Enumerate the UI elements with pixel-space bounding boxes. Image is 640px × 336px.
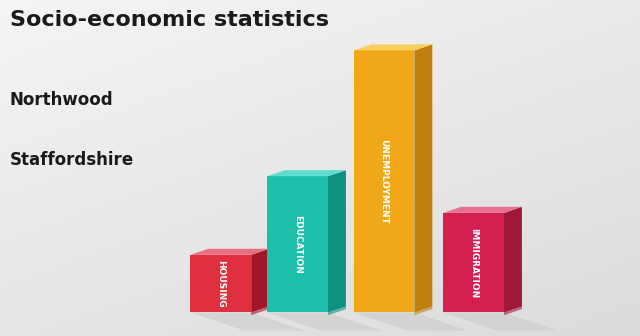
- Polygon shape: [354, 44, 433, 50]
- Polygon shape: [354, 50, 415, 312]
- Polygon shape: [443, 213, 504, 312]
- Polygon shape: [251, 249, 269, 312]
- Text: HOUSING: HOUSING: [216, 260, 225, 307]
- Polygon shape: [443, 207, 522, 213]
- Polygon shape: [443, 312, 558, 331]
- Polygon shape: [328, 170, 346, 312]
- Polygon shape: [251, 306, 269, 315]
- Polygon shape: [268, 170, 346, 176]
- Text: UNEMPLOYMENT: UNEMPLOYMENT: [380, 139, 388, 224]
- Polygon shape: [268, 312, 381, 331]
- Polygon shape: [191, 312, 305, 331]
- Text: Staffordshire: Staffordshire: [10, 151, 134, 169]
- Polygon shape: [504, 207, 522, 312]
- Polygon shape: [268, 176, 328, 312]
- Text: EDUCATION: EDUCATION: [293, 215, 302, 274]
- Text: Northwood: Northwood: [10, 91, 113, 109]
- Polygon shape: [504, 306, 522, 315]
- Text: Socio-economic statistics: Socio-economic statistics: [10, 10, 328, 30]
- Text: IMMIGRATION: IMMIGRATION: [469, 227, 478, 298]
- Polygon shape: [415, 306, 433, 315]
- Polygon shape: [328, 306, 346, 315]
- Polygon shape: [415, 44, 433, 312]
- Polygon shape: [354, 312, 468, 331]
- Polygon shape: [191, 255, 251, 312]
- Polygon shape: [191, 249, 269, 255]
